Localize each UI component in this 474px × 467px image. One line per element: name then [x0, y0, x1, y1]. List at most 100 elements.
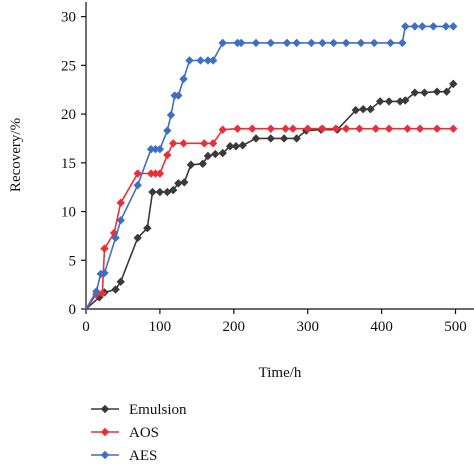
legend-label: AOS — [129, 425, 159, 441]
series-aes — [85, 22, 458, 310]
data-point-aes — [237, 38, 246, 48]
legend-item-aos: AOS — [91, 425, 159, 441]
data-point-emulsion — [174, 179, 183, 188]
data-point-aes — [185, 56, 194, 65]
data-point-emulsion — [180, 178, 189, 187]
data-point-aos — [146, 169, 156, 178]
data-point-emulsion — [116, 277, 125, 286]
legend-marker — [100, 427, 110, 437]
data-point-emulsion — [375, 97, 385, 106]
data-point-emulsion — [211, 149, 220, 159]
data-point-emulsion — [401, 96, 410, 105]
data-point-aos — [341, 124, 351, 133]
data-point-aos — [248, 124, 257, 133]
data-point-aes — [166, 110, 176, 120]
data-point-aes — [418, 22, 427, 31]
data-point-aos — [303, 124, 312, 133]
legend-marker — [100, 450, 110, 460]
data-point-aos — [403, 124, 412, 133]
data-point-aos — [288, 124, 298, 133]
data-point-aes — [307, 38, 316, 48]
x-tick-label: 0 — [82, 319, 90, 335]
data-point-aes — [266, 38, 275, 48]
data-point-emulsion — [266, 134, 275, 143]
y-tick-label: 5 — [69, 253, 77, 269]
data-point-aos — [371, 124, 380, 133]
y-tick-label: 10 — [61, 205, 76, 221]
x-tick-label: 500 — [444, 319, 467, 335]
y-tick-label: 0 — [69, 302, 77, 318]
data-point-aes — [386, 38, 395, 48]
data-point-aos — [116, 198, 125, 207]
data-point-aes — [429, 22, 438, 31]
data-point-aes — [151, 144, 160, 154]
data-point-aes — [196, 56, 205, 65]
data-point-aos — [100, 244, 109, 253]
data-point-aos — [179, 139, 188, 148]
data-point-emulsion — [148, 187, 157, 197]
data-point-aos — [233, 124, 242, 133]
data-point-aes — [282, 38, 292, 48]
x-axis-label: Time/h — [259, 365, 302, 381]
data-point-emulsion — [143, 223, 152, 233]
x-tick-label: 200 — [223, 319, 246, 335]
data-point-aes — [251, 38, 261, 48]
series-line-aes — [85, 25, 454, 310]
legend-label: AES — [129, 448, 157, 464]
legend-marker — [100, 404, 110, 414]
data-point-emulsion — [358, 105, 368, 114]
data-point-aes — [341, 38, 351, 48]
data-point-aes — [146, 144, 156, 154]
data-point-emulsion — [292, 134, 301, 143]
legend-item-aes: AES — [91, 448, 157, 464]
y-tick-label: 15 — [61, 156, 76, 172]
data-point-emulsion — [218, 148, 227, 158]
data-point-aos — [331, 124, 340, 133]
data-point-aes — [398, 38, 407, 48]
data-point-aos — [266, 124, 275, 133]
y-tick-label: 25 — [61, 58, 76, 74]
data-point-emulsion — [203, 151, 213, 161]
legend: Emulsion AOS AES — [91, 402, 187, 464]
data-point-aes — [133, 181, 142, 190]
data-point-emulsion — [442, 87, 451, 96]
data-point-aes — [441, 22, 451, 31]
ticks: 0 100 200 300 400 500 0 5 10 15 20 25 30 — [61, 10, 467, 335]
data-point-aos — [432, 124, 442, 133]
data-point-aos — [281, 124, 290, 133]
data-point-aes — [100, 268, 109, 278]
data-point-aos — [415, 124, 425, 133]
x-tick-label: 400 — [370, 319, 393, 335]
data-point-aos — [169, 139, 178, 148]
data-point-aes — [208, 56, 218, 65]
data-point-aes — [401, 22, 410, 31]
data-point-aos — [133, 169, 142, 178]
data-point-emulsion — [111, 285, 120, 294]
data-point-aes — [218, 38, 227, 48]
data-point-emulsion — [251, 134, 261, 143]
data-point-aes — [155, 144, 165, 154]
data-point-aos — [151, 169, 160, 178]
data-point-aos — [200, 139, 209, 148]
data-point-aes — [356, 38, 366, 48]
data-point-emulsion — [351, 105, 360, 115]
data-point-emulsion — [279, 134, 289, 143]
series-aos — [85, 124, 458, 310]
data-point-aes — [163, 126, 172, 135]
data-point-emulsion — [186, 160, 196, 169]
data-point-emulsion — [238, 141, 247, 150]
data-point-aos — [318, 124, 327, 133]
x-tick-label: 100 — [149, 319, 172, 335]
data-point-emulsion — [198, 159, 207, 168]
data-point-aos — [155, 169, 165, 178]
legend-item-emulsion: Emulsion — [91, 402, 187, 418]
data-point-emulsion — [366, 105, 375, 114]
data-point-aes — [449, 22, 458, 31]
y-tick-label: 20 — [61, 107, 76, 123]
data-point-aes — [111, 233, 120, 243]
data-point-aos — [163, 150, 172, 160]
series-emulsion — [85, 79, 458, 310]
data-point-emulsion — [449, 79, 458, 89]
data-point-emulsion — [155, 187, 165, 197]
